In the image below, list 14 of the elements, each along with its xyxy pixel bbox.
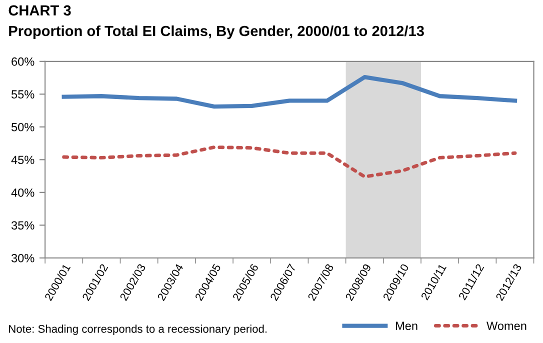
chart-title: CHART 3 [8, 5, 71, 16]
y-tick-label: 55% [11, 90, 34, 99]
line-series [62, 75, 518, 109]
legend-label: Men [396, 322, 418, 330]
y-tick-label: 35% [11, 221, 34, 230]
y-tick-label: 45% [11, 156, 34, 164]
y-tick-label: 60% [12, 57, 34, 66]
y-tick-label: 40% [11, 188, 34, 197]
text: Note: Shading corresponds to a recessionary period. [9, 324, 267, 336]
line-series [62, 145, 517, 178]
legend-label: Women [486, 322, 526, 330]
y-tick-label: 50% [11, 122, 34, 132]
y-tick-label: 30% [11, 254, 34, 262]
chart-subtitle: Proportion of Total EI Claims, By Gender, 2000/01 to 2012/13 [9, 25, 424, 40]
